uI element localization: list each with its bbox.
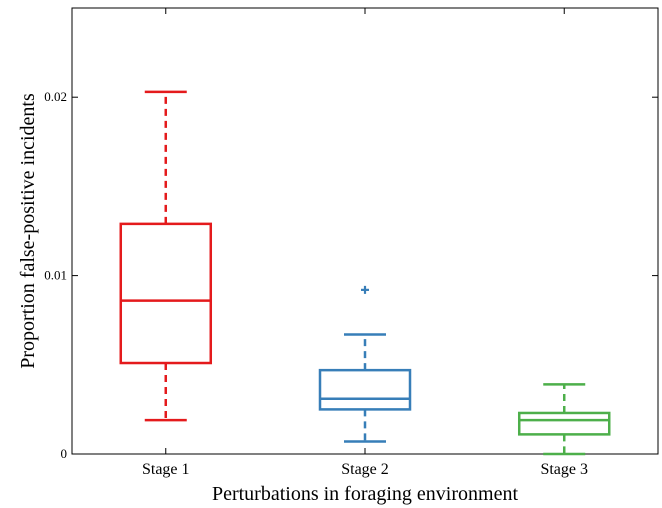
plot-area (71, 7, 659, 455)
y-axis-ticks: 0 0.01 0.02 (44, 89, 658, 461)
x-axis-title: Perturbations in foraging environment (212, 483, 518, 505)
y-axis-title: Proportion false-positive incidents (17, 93, 39, 369)
y-tick-label: 0.01 (44, 268, 67, 283)
box-stage-2 (318, 285, 412, 443)
x-axis-ticks: Stage 1 Stage 2 Stage 3 (142, 8, 588, 478)
iqr-box (318, 368, 412, 411)
x-tick-label: Stage 3 (540, 461, 588, 478)
y-tick-label: 0.02 (44, 89, 67, 104)
x-tick-label: Stage 1 (142, 461, 190, 478)
x-tick-label: Stage 2 (341, 461, 389, 478)
box-series (119, 90, 611, 456)
y-tick-label: 0 (61, 446, 68, 461)
outlier-marker (361, 285, 369, 294)
box-stage-1 (119, 90, 213, 422)
iqr-box (119, 222, 213, 365)
iqr-box (517, 411, 611, 436)
box-stage-3 (517, 383, 611, 456)
